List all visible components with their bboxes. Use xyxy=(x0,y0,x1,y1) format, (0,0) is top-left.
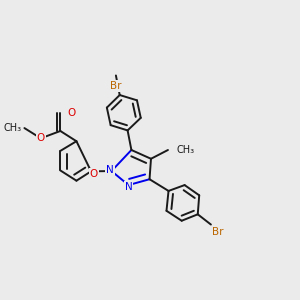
Text: O: O xyxy=(37,133,45,143)
Text: CH₃: CH₃ xyxy=(177,145,195,155)
Text: Br: Br xyxy=(212,227,224,238)
Text: Br: Br xyxy=(110,81,122,91)
Text: N: N xyxy=(106,165,114,175)
Text: N: N xyxy=(124,182,132,191)
Text: CH₃: CH₃ xyxy=(4,123,22,133)
Text: O: O xyxy=(90,169,98,179)
Text: O: O xyxy=(68,108,76,118)
